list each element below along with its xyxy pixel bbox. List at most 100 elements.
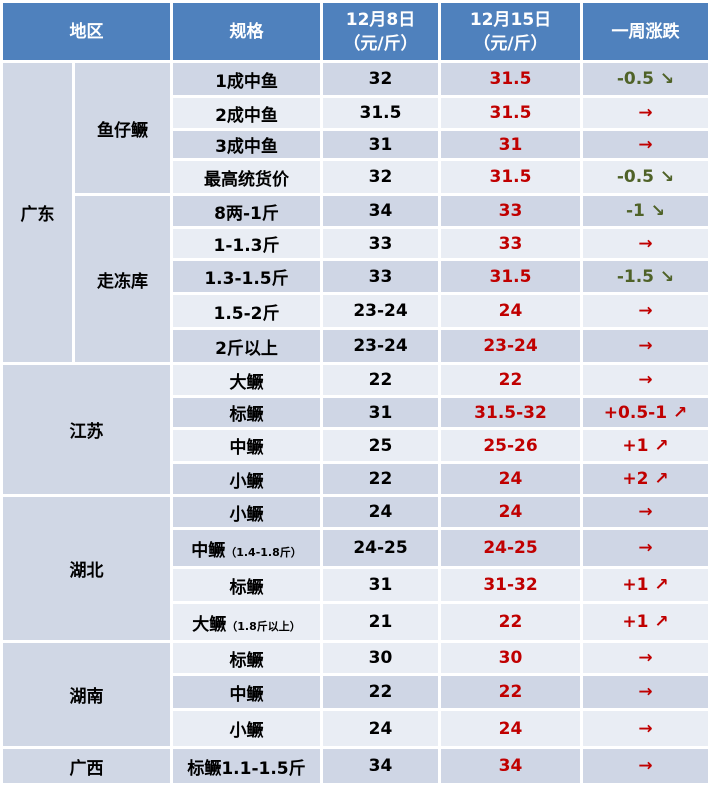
header-date2: 12月15日 （元/斤）: [440, 2, 582, 62]
weekly-change-down: -0.5 ↘: [582, 62, 708, 97]
spec-label: 最高统货价: [204, 170, 289, 190]
weekly-change-flat: →: [582, 496, 708, 529]
weekly-change-down: -0.5 ↘: [582, 160, 708, 195]
weekly-change-up: +1 ↗: [582, 603, 708, 642]
spec-cell: 标鳜: [172, 642, 322, 675]
price-dec15: 31.5: [440, 160, 582, 195]
weekly-change-up: +2 ↗: [582, 463, 708, 496]
price-dec8: 31.5: [322, 97, 440, 130]
spec-cell: 标鳜1.1-1.5斤: [172, 748, 322, 785]
spec-cell: 小鳜: [172, 496, 322, 529]
price-dec15: 22: [440, 364, 582, 397]
price-dec15: 34: [440, 748, 582, 785]
weekly-change-down: -1 ↘: [582, 195, 708, 228]
price-dec15: 24: [440, 496, 582, 529]
price-dec15: 31.5: [440, 62, 582, 97]
spec-label: 1.5-2斤: [214, 304, 280, 324]
spec-cell: 1.3-1.5斤: [172, 260, 322, 294]
spec-label: 中鳜: [230, 685, 264, 705]
spec-label: 3成中鱼: [215, 137, 278, 157]
spec-label: 小鳜: [230, 505, 264, 525]
header-spec: 规格: [172, 2, 322, 62]
spec-cell: 小鳜: [172, 463, 322, 496]
spec-cell: 大鳜: [172, 364, 322, 397]
header-date1: 12月8日 （元/斤）: [322, 2, 440, 62]
spec-cell: 2斤以上: [172, 329, 322, 364]
price-dec8: 32: [322, 62, 440, 97]
date1-label: 12月8日: [346, 10, 416, 30]
spec-note: （1.4-1.8斤）: [225, 546, 302, 559]
price-dec8: 22: [322, 675, 440, 710]
price-dec8: 32: [322, 160, 440, 195]
price-dec15: 31.5-32: [440, 397, 582, 429]
spec-label: 8两-1斤: [214, 204, 279, 224]
spec-label: 大鳜: [192, 615, 226, 635]
price-dec15: 33: [440, 195, 582, 228]
region-cell: 广西: [2, 748, 172, 785]
price-dec15: 24-25: [440, 529, 582, 568]
weekly-change-flat: →: [582, 228, 708, 260]
price-dec8: 33: [322, 228, 440, 260]
price-dec15: 24: [440, 463, 582, 496]
weekly-change-flat: →: [582, 748, 708, 785]
spec-label: 标鳜: [230, 651, 264, 671]
price-dec8: 33: [322, 260, 440, 294]
weekly-change-flat: →: [582, 329, 708, 364]
subcategory-cell: 走冻库: [74, 195, 172, 364]
region-cell: 湖南: [2, 642, 172, 748]
spec-label: 1.3-1.5斤: [204, 269, 288, 289]
weekly-change-flat: →: [582, 97, 708, 130]
spec-label: 标鳜: [230, 405, 264, 425]
weekly-change-flat: →: [582, 642, 708, 675]
spec-label: 小鳜: [230, 721, 264, 741]
date2-label: 12月15日: [470, 10, 551, 30]
spec-label: 标鳜: [230, 578, 264, 598]
price-dec8: 34: [322, 195, 440, 228]
weekly-change-up: +1 ↗: [582, 568, 708, 603]
price-dec8: 23-24: [322, 329, 440, 364]
unit-label: （元/斤）: [343, 34, 417, 54]
spec-cell: 3成中鱼: [172, 130, 322, 160]
price-dec15: 31-32: [440, 568, 582, 603]
spec-cell: 中鳜: [172, 429, 322, 463]
spec-cell: 标鳜: [172, 397, 322, 429]
price-dec8: 23-24: [322, 294, 440, 329]
weekly-change-up: +1 ↗: [582, 429, 708, 463]
price-dec15: 23-24: [440, 329, 582, 364]
weekly-change-down: -1.5 ↘: [582, 260, 708, 294]
spec-note: （1.8斤以上）: [226, 620, 301, 633]
price-dec15: 25-26: [440, 429, 582, 463]
header-row: 地区 规格 12月8日（元/斤） 12月15日（元/斤） 一周涨跌: [2, 2, 708, 62]
price-dec8: 24: [322, 496, 440, 529]
region-cell: 江苏: [2, 364, 172, 496]
price-dec15: 22: [440, 603, 582, 642]
spec-label: 2斤以上: [215, 339, 278, 359]
price-dec8: 25: [322, 429, 440, 463]
spec-label: 中鳜: [191, 541, 225, 561]
price-dec8: 24-25: [322, 529, 440, 568]
region-cell: 广东: [2, 62, 74, 364]
unit-label: （元/斤）: [473, 34, 547, 54]
weekly-change-flat: →: [582, 675, 708, 710]
spec-label: 小鳜: [230, 472, 264, 492]
spec-label: 标鳜1.1-1.5斤: [187, 759, 305, 779]
price-dec8: 22: [322, 463, 440, 496]
price-dec15: 31.5: [440, 260, 582, 294]
price-dec15: 31: [440, 130, 582, 160]
price-dec8: 31: [322, 397, 440, 429]
weekly-change-flat: →: [582, 130, 708, 160]
spec-label: 中鳜: [230, 438, 264, 458]
spec-cell: 1.5-2斤: [172, 294, 322, 329]
spec-cell: 大鳜（1.8斤以上）: [172, 603, 322, 642]
spec-cell: 中鳜（1.4-1.8斤）: [172, 529, 322, 568]
price-dec8: 30: [322, 642, 440, 675]
spec-cell: 8两-1斤: [172, 195, 322, 228]
price-dec15: 33: [440, 228, 582, 260]
